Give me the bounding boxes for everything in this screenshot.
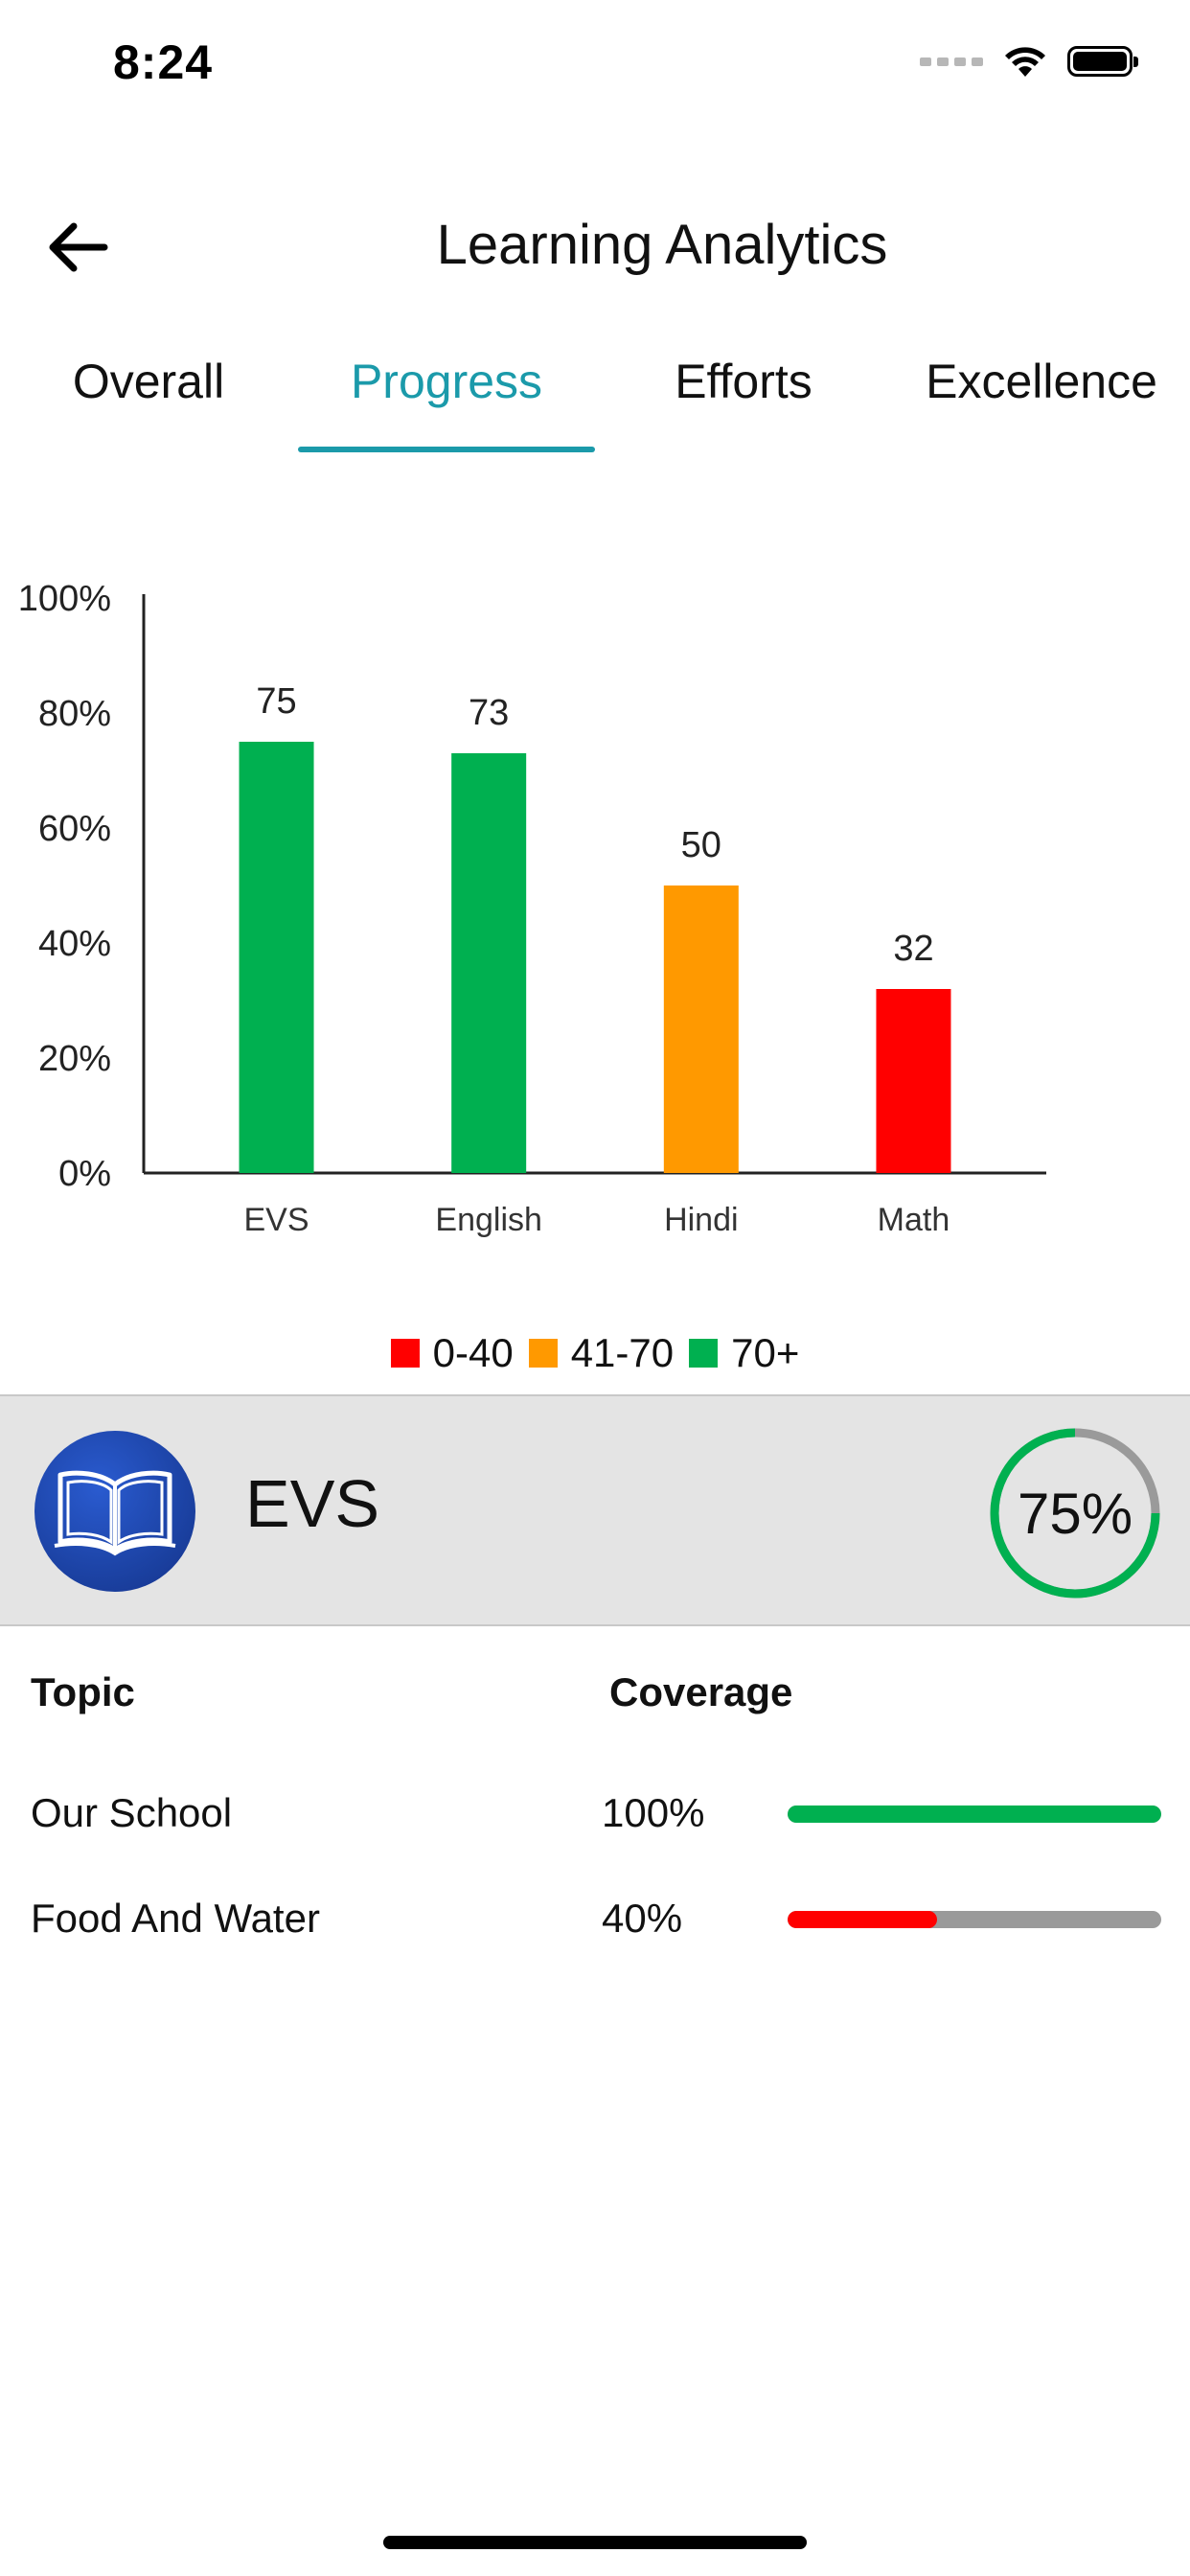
bars: 75 EVS 73 English 50 Hindi 32 Math [239, 681, 951, 1238]
bar-value-label: 75 [256, 681, 296, 722]
chart-legend: 0-40 41-70 70+ [0, 1330, 1190, 1376]
topic-coverage-bar [788, 1911, 1161, 1928]
table-header-topic: Topic [31, 1669, 135, 1714]
tab-progress-label: Progress [350, 355, 543, 408]
y-tick-label: 80% [38, 694, 111, 734]
page-title: Learning Analytics [436, 214, 888, 276]
tab-progress[interactable]: Progress [298, 345, 595, 452]
subject-progress-ring: 75% [987, 1425, 1163, 1601]
legend-item-low: 0-40 [390, 1330, 514, 1376]
back-arrow-icon [49, 222, 108, 272]
tab-bar: Overall Progress Efforts Excellence [0, 345, 1190, 452]
y-axis-ticks: 0% 20% 40% 60% 80% 100% [18, 579, 111, 1194]
subject-summary[interactable]: EVS 75% [0, 1394, 1190, 1626]
status-icons [920, 42, 1138, 80]
y-tick-label: 60% [38, 809, 111, 849]
tab-overall[interactable]: Overall [72, 355, 225, 408]
wifi-icon [1005, 47, 1045, 77]
legend-swatch-orange [528, 1339, 558, 1368]
subject-percent: 75% [1017, 1481, 1133, 1546]
active-tab-indicator [298, 447, 595, 452]
legend-item-high: 70+ [689, 1330, 799, 1376]
progress-bar-chart: 0% 20% 40% 60% 80% 100% 75 EVS 73 English 50 Hindi… [18, 579, 1046, 1238]
ring-fill [990, 1428, 1160, 1598]
category-label: English [435, 1202, 542, 1238]
bar-math[interactable] [876, 989, 951, 1173]
bar-hindi[interactable] [663, 886, 739, 1173]
legend-swatch-green [689, 1339, 719, 1368]
category-label: Math [878, 1202, 950, 1238]
y-tick-label: 20% [38, 1039, 111, 1079]
status-time: 8:24 [113, 35, 214, 89]
back-button[interactable] [38, 209, 115, 286]
subject-avatar [34, 1431, 195, 1592]
bar-value-label: 50 [681, 825, 721, 865]
legend-label: 70+ [731, 1330, 800, 1375]
subject-name: EVS [245, 1466, 380, 1541]
category-label: Hindi [664, 1202, 738, 1238]
cellular-signal-icon [920, 57, 983, 66]
bar-evs[interactable] [239, 742, 314, 1173]
coverage-bar-fill [788, 1806, 1161, 1823]
legend-label: 41-70 [570, 1330, 675, 1375]
bar-english[interactable] [451, 753, 527, 1173]
tab-excellence[interactable]: Excellence [926, 355, 1157, 408]
category-label: EVS [244, 1202, 309, 1238]
legend-label: 0-40 [432, 1330, 514, 1375]
topic-coverage-bar [788, 1806, 1161, 1823]
y-tick-label: 40% [38, 924, 111, 964]
y-tick-label: 0% [58, 1154, 111, 1194]
coverage-bar-fill [788, 1911, 937, 1928]
topic-coverage-value: 100% [602, 1790, 705, 1835]
legend-item-mid: 41-70 [528, 1330, 675, 1376]
battery-icon [1067, 46, 1138, 77]
topic-coverage-value: 40% [602, 1896, 683, 1941]
table-header-coverage: Coverage [609, 1669, 793, 1714]
bar-value-label: 73 [469, 693, 509, 733]
topic-name: Food And Water [31, 1896, 320, 1941]
bar-value-label: 32 [893, 929, 933, 969]
y-tick-label: 100% [18, 579, 111, 619]
home-indicator [383, 2536, 807, 2549]
tab-efforts[interactable]: Efforts [675, 355, 812, 408]
progress-ring [990, 1428, 1160, 1598]
open-book-icon [54, 1470, 176, 1556]
legend-swatch-red [390, 1339, 420, 1368]
topic-name: Our School [31, 1790, 233, 1835]
